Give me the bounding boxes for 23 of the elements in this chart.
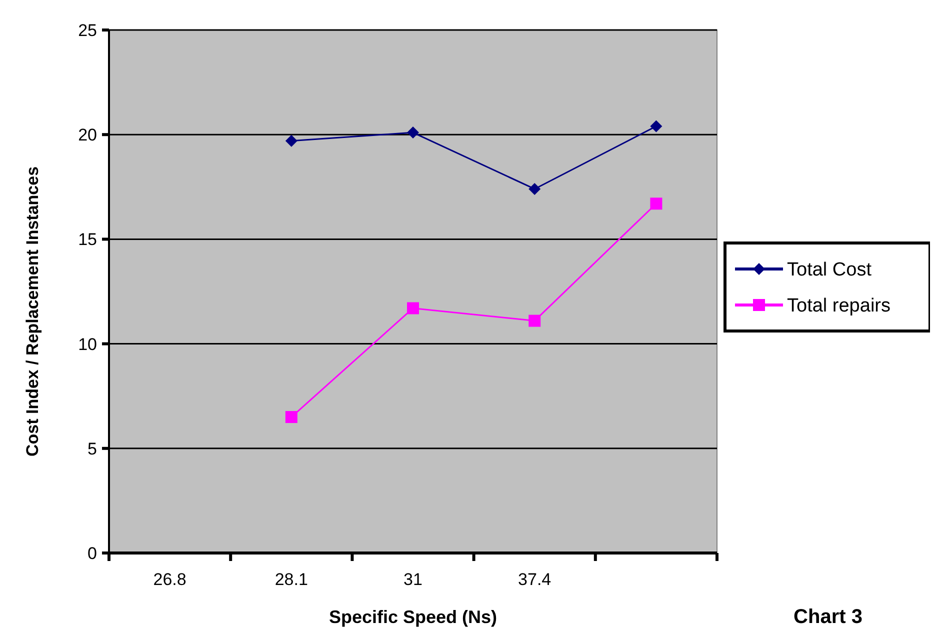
y-tick-label: 20 [78,126,97,145]
legend-label: Total repairs [787,296,890,317]
x-tick-label: 28.1 [274,570,308,589]
x-tick-label: 37.4 [518,570,552,589]
y-tick-label: 5 [88,439,97,458]
y-tick-label: 0 [88,544,97,563]
caption: Chart 3 [794,606,862,628]
point [650,120,662,132]
y-axis-title: Cost Index / Replacement Instances [23,166,42,457]
y-tick-label: 25 [78,20,97,40]
point [285,411,298,424]
point [650,198,662,210]
point [407,302,419,314]
legend-label: Total Cost [787,260,872,281]
point [285,134,298,147]
point [528,182,541,195]
y-tick-label: 10 [78,334,97,354]
x-tick-label: 31 [404,570,422,589]
x-axis-title: Specific Speed (Ns) [328,607,498,627]
y-tick-label: 15 [78,230,97,250]
point [407,126,419,139]
point [528,314,541,327]
x-tick-label: 26.8 [153,570,186,589]
